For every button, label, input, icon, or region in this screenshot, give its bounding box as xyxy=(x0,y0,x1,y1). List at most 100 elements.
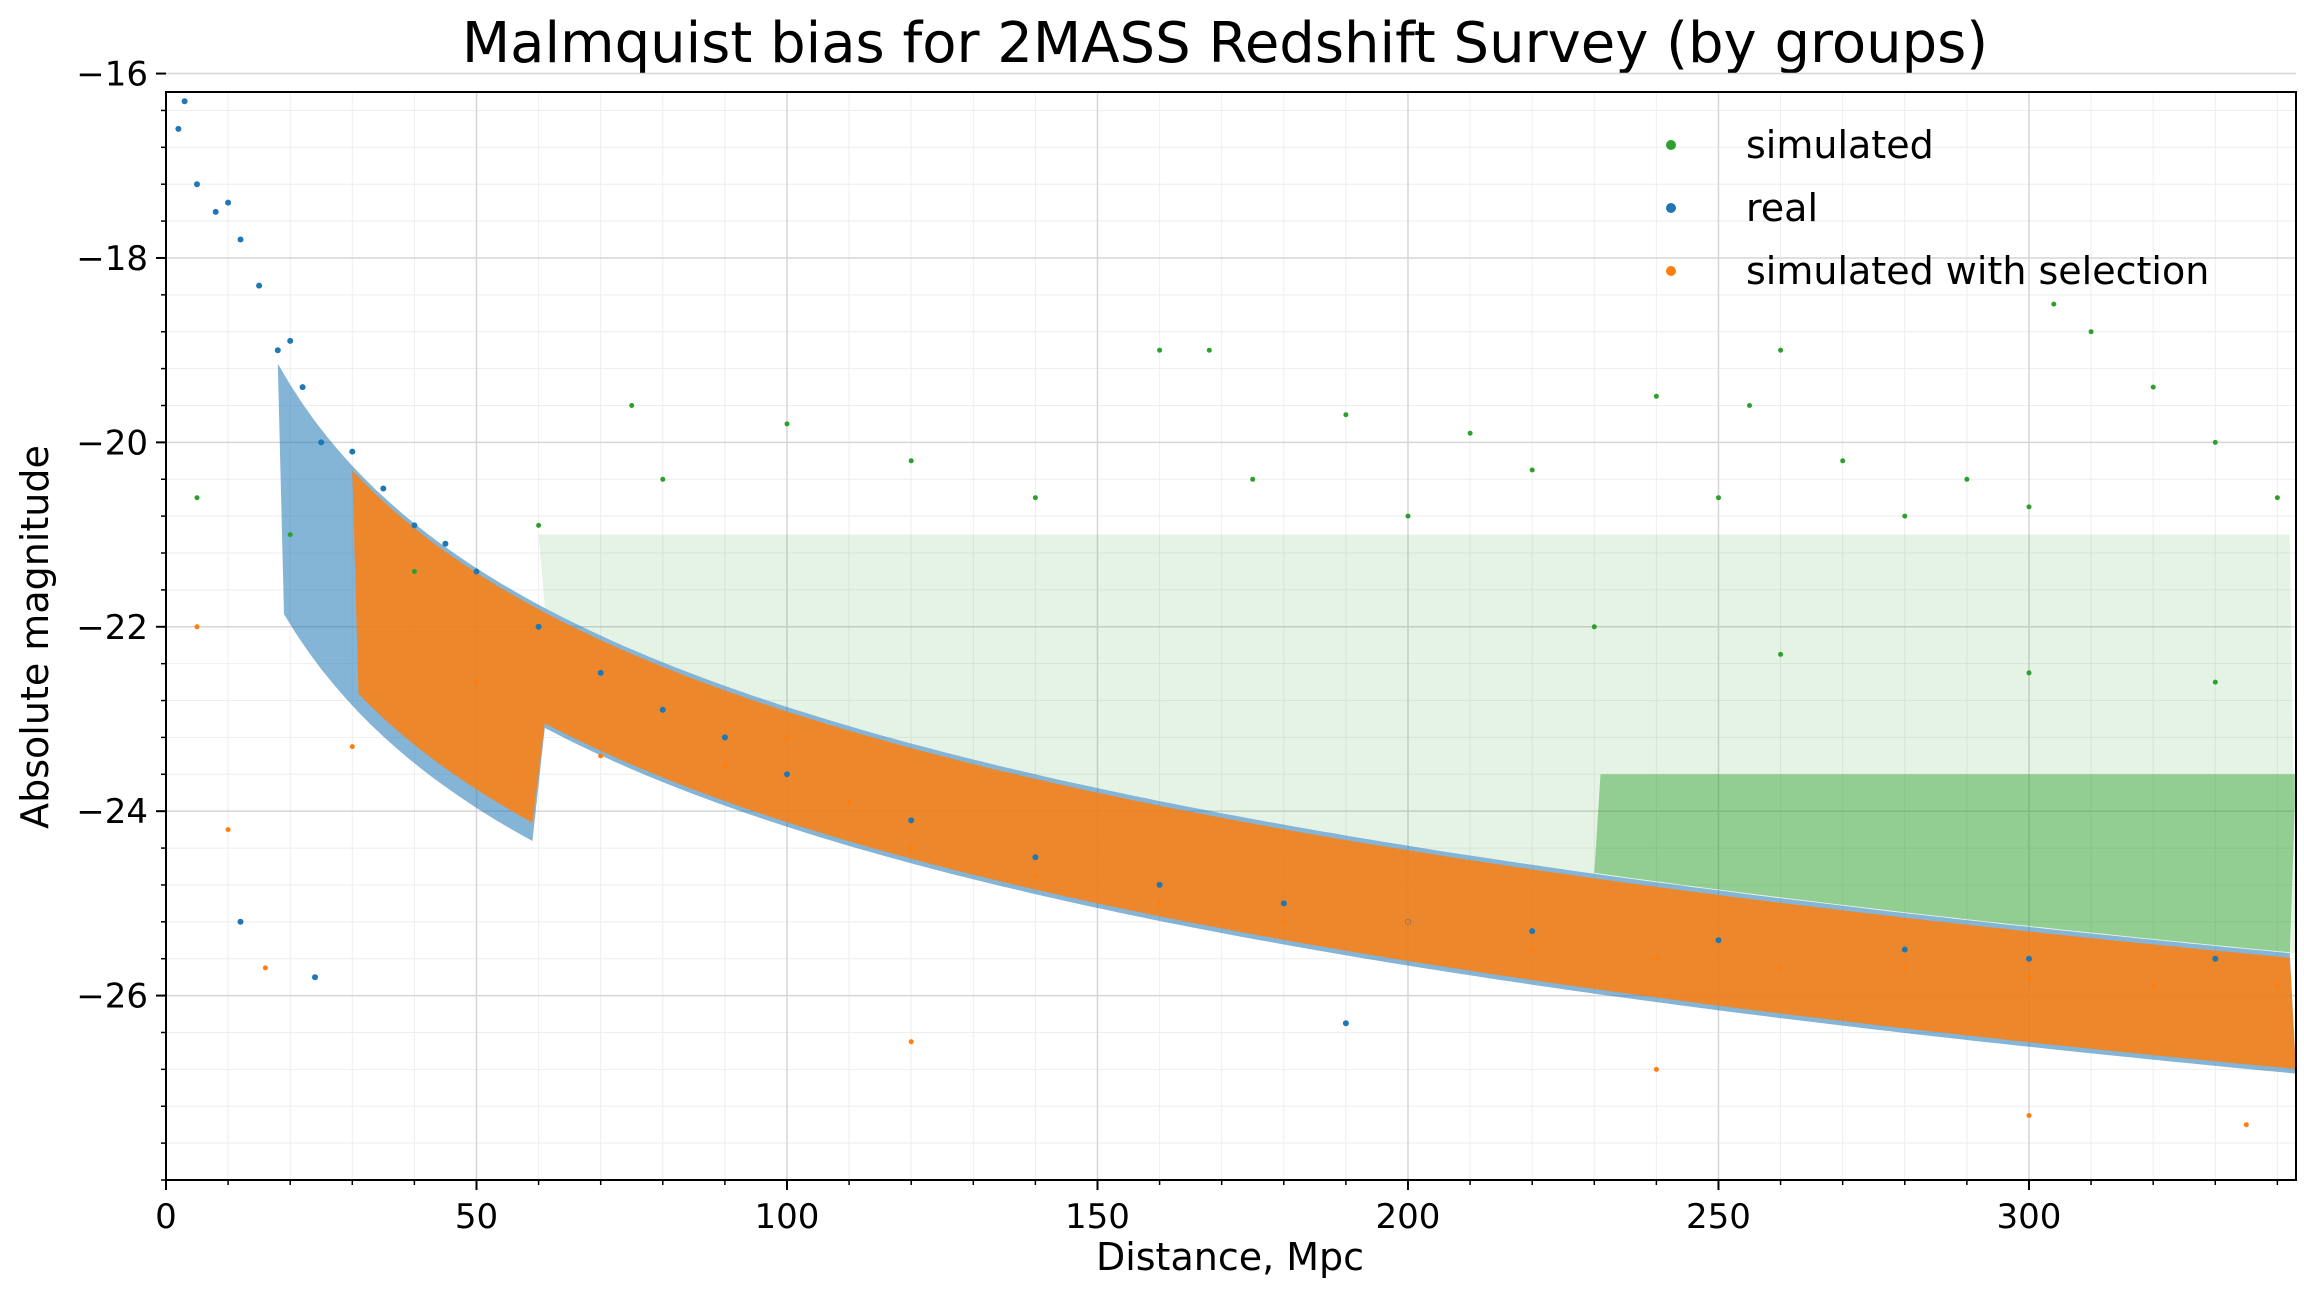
y-tick-label: −24 xyxy=(76,792,148,832)
legend-label-real: real xyxy=(1746,186,1818,230)
simulated-with-selection-point xyxy=(1157,900,1163,906)
y-axis-label: Absolute magnitude xyxy=(13,445,57,829)
simulated-with-selection-point xyxy=(1653,956,1659,962)
simulated-point xyxy=(1747,403,1752,408)
simulated-with-selection-point xyxy=(908,845,914,851)
real-point xyxy=(237,918,244,925)
simulated-point xyxy=(287,532,293,538)
real-point xyxy=(299,384,306,391)
real-point xyxy=(1032,854,1039,861)
simulated-with-selection-point xyxy=(474,679,479,685)
y-tick-label: −20 xyxy=(76,423,148,463)
simulated-point xyxy=(1591,624,1597,630)
simulated-point xyxy=(1653,393,1659,399)
chart-title: Malmquist bias for 2MASS Redshift Survey… xyxy=(462,11,1988,76)
x-tick-label: 250 xyxy=(1686,1197,1751,1237)
simulated-with-selection-point xyxy=(2150,983,2156,989)
real-point xyxy=(175,125,182,132)
real-point xyxy=(473,568,480,575)
density-bands xyxy=(277,363,2296,1074)
simulated-with-selection-point xyxy=(784,734,790,740)
x-tick-label: 300 xyxy=(1997,1197,2062,1237)
real-point xyxy=(225,199,232,206)
simulated-point xyxy=(194,495,200,501)
y-tick-label: −18 xyxy=(76,239,148,279)
simulated-point xyxy=(1840,458,1846,464)
real-point xyxy=(1156,881,1163,888)
simulated-point xyxy=(1157,347,1163,353)
legend-label-simulated: simulated xyxy=(1746,123,1934,167)
simulated-point xyxy=(660,476,666,482)
simulated-point xyxy=(2088,329,2094,335)
simulated-point xyxy=(2212,439,2218,445)
simulated-point xyxy=(1467,430,1473,436)
simulated-with-selection-density-band xyxy=(352,470,2296,1069)
real-point xyxy=(212,208,219,215)
simulated-with-selection-point xyxy=(908,1039,914,1045)
real-point xyxy=(274,347,281,354)
simulated-point xyxy=(908,458,914,464)
y-tick-label: −26 xyxy=(76,977,148,1017)
legend-label-simulated-with-selection: simulated with selection xyxy=(1746,249,2209,293)
real-point xyxy=(535,623,542,630)
real-point xyxy=(1342,1020,1349,1027)
simulated-point xyxy=(629,403,635,408)
data-points xyxy=(175,98,2280,1128)
x-tick-label: 50 xyxy=(455,1197,498,1237)
simulated-point xyxy=(1778,651,1784,657)
simulated-point xyxy=(2274,495,2280,501)
simulated-point xyxy=(1529,467,1535,473)
real-point xyxy=(2212,955,2219,962)
simulated-with-selection-point xyxy=(1902,965,1908,971)
x-axis-ticks: 0 50 100 150 200 250 300 xyxy=(155,1180,2279,1237)
simulated-point xyxy=(2212,679,2218,685)
y-tick-label: −16 xyxy=(76,55,148,95)
real-point xyxy=(659,706,666,713)
real-point xyxy=(194,181,200,188)
real-point xyxy=(256,282,263,289)
simulated-with-selection-point xyxy=(1405,919,1411,925)
real-point xyxy=(181,98,188,105)
x-axis-label: Distance, Mpc xyxy=(1096,1235,1364,1279)
legend-marker-simulated xyxy=(1666,140,1676,150)
real-point xyxy=(721,734,728,741)
simulated-with-selection-point xyxy=(2026,974,2032,980)
simulated-with-selection-point xyxy=(1281,919,1287,925)
simulated-with-selection-point xyxy=(1529,947,1535,952)
simulated-with-selection-point xyxy=(349,744,355,750)
simulated-with-selection-point xyxy=(2026,1113,2032,1118)
x-tick-label: 100 xyxy=(755,1197,820,1237)
simulated-point xyxy=(2026,504,2032,510)
simulated-point xyxy=(2150,384,2156,390)
y-axis-ticks: −16 −18 −20 −22 −24 −26 xyxy=(76,55,166,1181)
real-point xyxy=(237,236,244,243)
plot-frame xyxy=(165,91,2297,1181)
simulated-point xyxy=(1716,495,1721,501)
simulated-with-selection-point xyxy=(598,753,604,759)
real-point xyxy=(1280,900,1287,907)
x-tick-label: 0 xyxy=(155,1197,177,1237)
real-point xyxy=(597,669,604,676)
simulated-with-selection-point xyxy=(722,762,728,768)
legend-marker-simulated-with-selection xyxy=(1666,266,1676,276)
simulated-point xyxy=(1206,347,1212,353)
simulated-point xyxy=(1250,476,1256,482)
real-point xyxy=(380,485,387,492)
simulated-with-selection-point xyxy=(846,799,852,805)
x-tick-label: 150 xyxy=(1065,1197,1130,1237)
real-point xyxy=(349,448,356,455)
simulated-point xyxy=(1405,513,1411,519)
simulated-with-selection-point xyxy=(2274,983,2280,989)
real-point xyxy=(411,522,418,529)
simulated-point xyxy=(1343,412,1349,418)
simulated-with-selection-point xyxy=(225,827,231,833)
real-point xyxy=(1715,937,1722,944)
simulated-with-selection-point xyxy=(1653,1066,1659,1072)
simulated-with-selection-point xyxy=(194,624,200,630)
simulated-with-selection-point xyxy=(2243,1122,2249,1128)
simulated-point xyxy=(784,421,790,427)
real-point xyxy=(784,771,790,778)
simulated-point xyxy=(1964,476,1970,482)
simulated-density-core xyxy=(1594,774,2296,953)
